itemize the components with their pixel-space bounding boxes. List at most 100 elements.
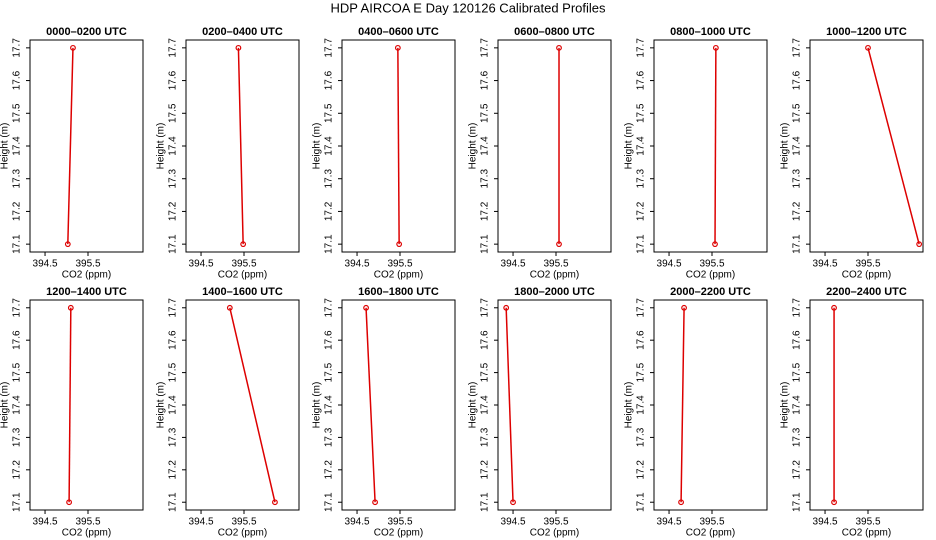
panel-title: 0400–0600 UTC (358, 26, 439, 38)
point (556, 44, 562, 51)
y-tick-label: 17.5 (792, 103, 803, 123)
point (64, 241, 71, 248)
y-tick-label: 17.7 (168, 38, 179, 58)
profile-line (680, 307, 685, 503)
x-axis-label: CO2 (ppm) (62, 528, 111, 539)
x-tick-label: 394.5 (345, 259, 370, 270)
y-axis-label: Height (m) (624, 382, 635, 429)
x-tick-label: 395.5 (699, 517, 724, 528)
y-tick-label: 17.3 (12, 169, 23, 189)
x-tick-label: 394.5 (657, 259, 682, 270)
y-tick-label: 17.4 (480, 395, 491, 415)
x-axis-label: CO2 (ppm) (62, 270, 111, 281)
panel-title: 1800–2000 UTC (514, 286, 595, 298)
plot-frame (653, 299, 768, 511)
plot-frame (185, 299, 300, 511)
x-axis-label: CO2 (ppm) (530, 270, 579, 281)
plot-frame (809, 39, 924, 253)
y-tick-label: 17.4 (12, 395, 23, 415)
y-tick-label: 17.5 (168, 362, 179, 382)
y-tick-label: 17.6 (324, 330, 335, 350)
y-tick-label: 17.6 (480, 70, 491, 90)
panel-title: 0800–1000 UTC (670, 26, 751, 38)
y-tick-label: 17.3 (636, 427, 647, 447)
profile-line (397, 47, 400, 245)
x-tick-label: 394.5 (501, 259, 526, 270)
x-axis-label: CO2 (ppm) (374, 270, 423, 281)
y-tick-label: 17.2 (636, 460, 647, 480)
point (712, 241, 718, 248)
y-tick-label: 17.3 (636, 169, 647, 189)
x-tick-label: 395.5 (543, 517, 568, 528)
y-tick-label: 17.3 (480, 169, 491, 189)
point (372, 499, 378, 506)
y-tick-label: 17.4 (12, 136, 23, 156)
y-tick-label: 17.3 (168, 427, 179, 447)
point (272, 499, 278, 506)
y-tick-label: 17.2 (168, 201, 179, 221)
x-tick-label: 395.5 (75, 259, 100, 270)
profile-line (68, 307, 72, 503)
point (712, 44, 719, 51)
point (831, 499, 837, 506)
y-axis-label: Height (m) (0, 123, 11, 170)
point (396, 241, 403, 248)
panel-title: 0000–0200 UTC (46, 26, 127, 38)
plot-frame (653, 39, 768, 253)
y-axis-label: Height (m) (312, 123, 323, 170)
x-tick-label: 395.5 (387, 259, 412, 270)
y-tick-label: 17.2 (324, 460, 335, 480)
y-tick-label: 17.1 (792, 492, 803, 512)
point (70, 44, 76, 51)
plot-frame (497, 299, 612, 511)
y-axis-label: Height (m) (780, 123, 791, 170)
page-title: HDP AIRCOA E Day 120126 Calibrated Profi… (330, 0, 606, 15)
point (226, 304, 233, 311)
panel-title: 1600–1800 UTC (358, 286, 439, 298)
y-axis-label: Height (m) (156, 382, 167, 429)
y-tick-label: 17.5 (168, 103, 179, 123)
x-axis-label: CO2 (ppm) (374, 528, 423, 539)
x-tick-label: 395.5 (387, 517, 412, 528)
y-tick-label: 17.4 (480, 136, 491, 156)
point (556, 241, 562, 248)
y-tick-label: 17.1 (12, 492, 23, 512)
panel-title: 0200–0400 UTC (202, 26, 283, 38)
y-tick-label: 17.7 (12, 298, 23, 318)
point (865, 44, 871, 51)
y-tick-label: 17.7 (480, 298, 491, 318)
y-tick-label: 17.7 (12, 38, 23, 58)
y-tick-label: 17.6 (636, 330, 647, 350)
y-tick-label: 17.6 (168, 70, 179, 90)
y-tick-label: 17.6 (792, 70, 803, 90)
point (681, 304, 687, 311)
panel-title: 1400–1600 UTC (202, 286, 283, 298)
y-tick-label: 17.6 (480, 330, 491, 350)
x-axis-label: CO2 (ppm) (686, 270, 735, 281)
y-tick-label: 17.2 (480, 460, 491, 480)
point (510, 499, 516, 506)
y-tick-label: 17.5 (324, 362, 335, 382)
y-tick-label: 17.2 (792, 460, 803, 480)
x-axis-label: CO2 (ppm) (842, 270, 891, 281)
y-tick-label: 17.7 (792, 298, 803, 318)
y-tick-label: 17.1 (480, 234, 491, 254)
plot-frame (341, 299, 456, 511)
y-tick-label: 17.3 (324, 169, 335, 189)
y-tick-label: 17.1 (168, 234, 179, 254)
point (678, 499, 684, 506)
y-tick-label: 17.4 (168, 395, 179, 415)
y-tick-label: 17.1 (636, 234, 647, 254)
y-tick-label: 17.5 (636, 103, 647, 123)
y-tick-label: 17.3 (792, 169, 803, 189)
x-tick-label: 395.5 (231, 517, 256, 528)
x-tick-label: 394.5 (189, 517, 214, 528)
y-tick-label: 17.2 (792, 201, 803, 221)
y-tick-label: 17.7 (480, 38, 491, 58)
y-tick-label: 17.6 (636, 70, 647, 90)
x-tick-label: 395.5 (855, 517, 880, 528)
profile-line (229, 307, 276, 503)
profile-line (714, 47, 717, 245)
x-axis-label: CO2 (ppm) (218, 528, 267, 539)
y-tick-label: 17.5 (480, 103, 491, 123)
